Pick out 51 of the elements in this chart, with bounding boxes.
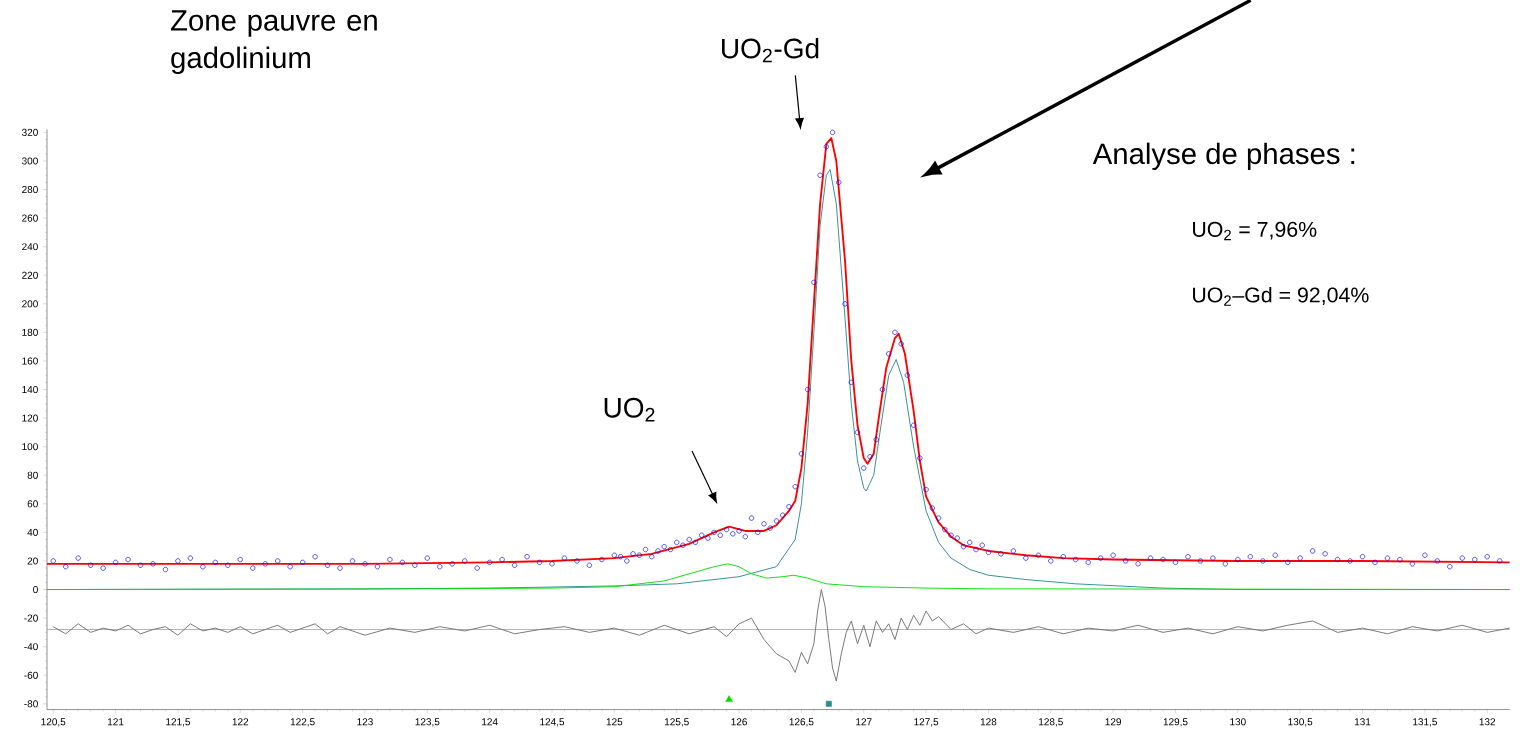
y-tick-label: 100: [22, 443, 38, 451]
annotation: UO$_{2}$-Gd: [722, 37, 819, 63]
x-tick-label: 123,5: [415, 718, 440, 727]
x-tick-label: 124: [482, 718, 498, 726]
y-tick-label: -80: [24, 700, 38, 708]
x-tick-label: 120,5: [41, 718, 66, 727]
x-tick-label: 129: [1105, 718, 1121, 726]
x-tick-label: 130,5: [1288, 718, 1313, 727]
x-tick-label: 128,5: [1039, 718, 1063, 727]
y-tick-label: 240: [22, 243, 38, 251]
x-tick-label: 122: [232, 718, 249, 726]
y-tick-label: 200: [22, 300, 38, 308]
x-tick-label: 123: [357, 718, 373, 726]
x-tick-label: 122,5: [290, 718, 315, 727]
x-tick-label: 125,5: [664, 718, 689, 727]
x-tick-label: 131: [1354, 718, 1371, 726]
y-tick-label: 40: [27, 528, 38, 536]
x-tick-label: 127,5: [914, 718, 939, 727]
x-tick-label: 124,5: [540, 718, 565, 727]
x-tick-label: 127: [856, 718, 872, 726]
x-tick-label: 121: [107, 718, 124, 726]
x-tick-label: 132: [1479, 718, 1496, 726]
y-tick-label: 300: [21, 157, 38, 165]
x-tick-label: 121,5: [166, 718, 191, 727]
x-tick-label: 130: [1230, 718, 1246, 726]
y-tick-label: 260: [22, 214, 38, 222]
x-tick-label: 129,5: [1163, 718, 1188, 727]
x-tick-label: 131,5: [1413, 718, 1437, 727]
annotation: UO$_{2}$–Gd = 92,04%: [1193, 286, 1369, 306]
y-tick-label: -60: [24, 671, 38, 679]
y-tick-label: -40: [24, 643, 38, 651]
y-tick-label: -20: [24, 614, 38, 622]
y-tick-label: 20: [27, 557, 38, 565]
x-tick-label: 126: [731, 718, 747, 726]
x-tick-label: 125: [606, 718, 623, 726]
annotation: UO$_{2}$: [604, 397, 655, 422]
annotation: UO$_{2}$ = 7,96%: [1193, 221, 1317, 241]
x-tick-label: 128: [980, 718, 997, 726]
y-tick-label: 60: [27, 500, 38, 508]
y-tick-label: 280: [22, 185, 38, 194]
y-tick-label: 140: [22, 385, 38, 394]
annotation: Analyse de phases :: [1092, 142, 1355, 170]
y-tick-label: 80: [27, 471, 38, 479]
y-tick-label: 320: [21, 128, 38, 136]
y-tick-label: 120: [22, 414, 38, 422]
text: Zone pauvre en gadolinium: [170, 10, 377, 74]
y-tick-label: 220: [22, 271, 38, 279]
y-tick-label: 160: [22, 357, 38, 365]
x-tick-label: 126,5: [789, 718, 814, 727]
y-tick-label: 0: [33, 585, 38, 594]
y-tick-label: 180: [22, 328, 38, 336]
